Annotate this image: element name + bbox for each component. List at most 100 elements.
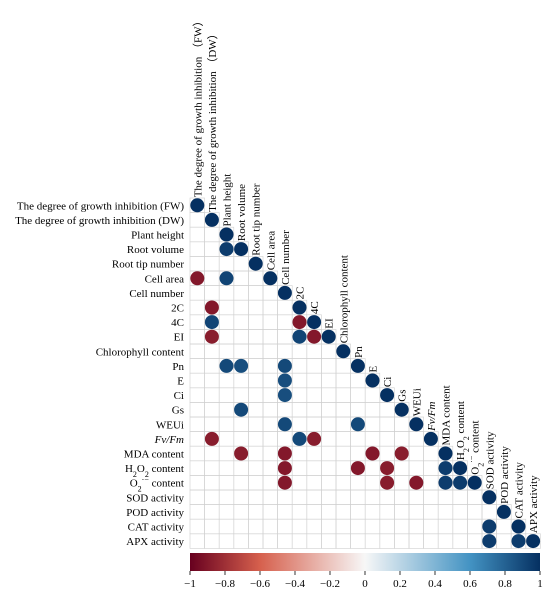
correlation-circle [204,300,219,315]
grid-cell [335,431,351,447]
grid-cell [321,504,337,520]
grid-cell [189,402,205,418]
grid-cell [233,489,249,505]
grid-cell [189,431,205,447]
grid-cell [189,299,205,316]
grid-cell [423,504,439,520]
grid-cell [394,518,410,535]
grid-cell [423,489,439,505]
grid-cell [379,431,395,447]
grid-cell [394,504,410,520]
grid-cell [496,518,512,535]
grid-cell [277,533,293,549]
grid-cell [189,416,205,432]
grid-cell [189,533,205,549]
correlation-circle [234,402,249,417]
grid-cell [379,445,395,462]
grid-cell [189,387,205,403]
grid-cell [321,445,337,462]
correlation-circle [277,475,292,490]
grid-cell [262,431,278,447]
correlation-circle [526,534,541,549]
correlation-circle [453,461,468,476]
grid-cell [218,460,235,476]
correlation-circle [219,227,234,242]
correlation-circle [204,212,219,227]
correlation-circle [234,242,249,257]
correlation-circle [204,431,219,446]
grid-cell [481,504,497,520]
colorbar-tick-label: 0.8 [498,578,512,590]
column-label: APX activity [528,475,540,533]
grid-cell [233,299,249,316]
correlation-circle [292,329,307,344]
grid-cell [204,460,220,476]
grid-cell [350,372,366,389]
grid-cell [262,372,278,389]
column-label: Pn [353,346,365,358]
grid-cell [379,518,395,535]
row-label: POD activity [126,507,184,519]
grid-cell [262,343,278,359]
colorbar-tick-label: 0 [362,578,368,590]
grid-cell [248,270,264,286]
correlation-circle [496,504,511,519]
grid-cell [233,518,249,535]
grid-cell [204,475,220,491]
row-label: 4C [171,317,184,329]
row-labels: The degree of growth inhibition (FW) The … [15,200,184,548]
grid-cell [321,431,337,447]
grid-cell [262,533,278,549]
row-label: EI [174,332,185,344]
column-label: Fv/Fm [426,402,438,432]
colorbar-tick-label: 0.6 [463,578,477,590]
grid-cell [218,533,235,549]
correlation-circle [365,373,380,388]
grid-cell [408,518,424,535]
grid-cell [262,416,278,432]
row-label: H2O2 content [125,463,184,479]
grid-cell [233,314,249,330]
correlation-circle [409,475,424,490]
correlation-circle [190,198,205,213]
grid-cell [262,489,278,505]
grid-cell [350,518,366,535]
row-label: Root tip number [112,259,184,271]
grid-cell [364,489,381,505]
grid-cell [364,533,381,549]
correlation-circle [277,373,292,388]
correlation-circle [219,242,234,257]
grid-cell [262,387,278,403]
grid-cell [262,329,278,345]
grid-cell [321,372,337,389]
grid-cell [291,358,308,374]
grid-cell [291,533,308,549]
grid-cell [467,533,483,549]
column-label: CAT activity [514,462,526,519]
colorbar-tick-label: −0.2 [320,578,340,590]
grid-cell [218,402,235,418]
grid-cell [233,387,249,403]
grid-cell [306,343,322,359]
grid-cell [306,416,322,432]
grid-cell [394,533,410,549]
grid-cell [277,431,293,447]
grid-cell [189,475,205,491]
column-label: 4C [309,301,321,314]
colorbar-tick-label: −1 [184,578,196,590]
grid-cell [248,314,264,330]
grid-cell [218,518,235,535]
row-label: CAT activity [128,522,185,534]
row-label: Ci [174,390,184,402]
grid-cell [218,299,235,316]
grid-cell [291,416,308,432]
grid-cell [335,416,351,432]
row-label: O2·− content [130,475,184,493]
correlation-circle [248,256,263,271]
correlation-circle [482,534,497,549]
grid-cell [233,460,249,476]
correlation-circle [394,402,409,417]
correlation-circle [423,431,438,446]
row-label: SOD activity [126,492,184,504]
